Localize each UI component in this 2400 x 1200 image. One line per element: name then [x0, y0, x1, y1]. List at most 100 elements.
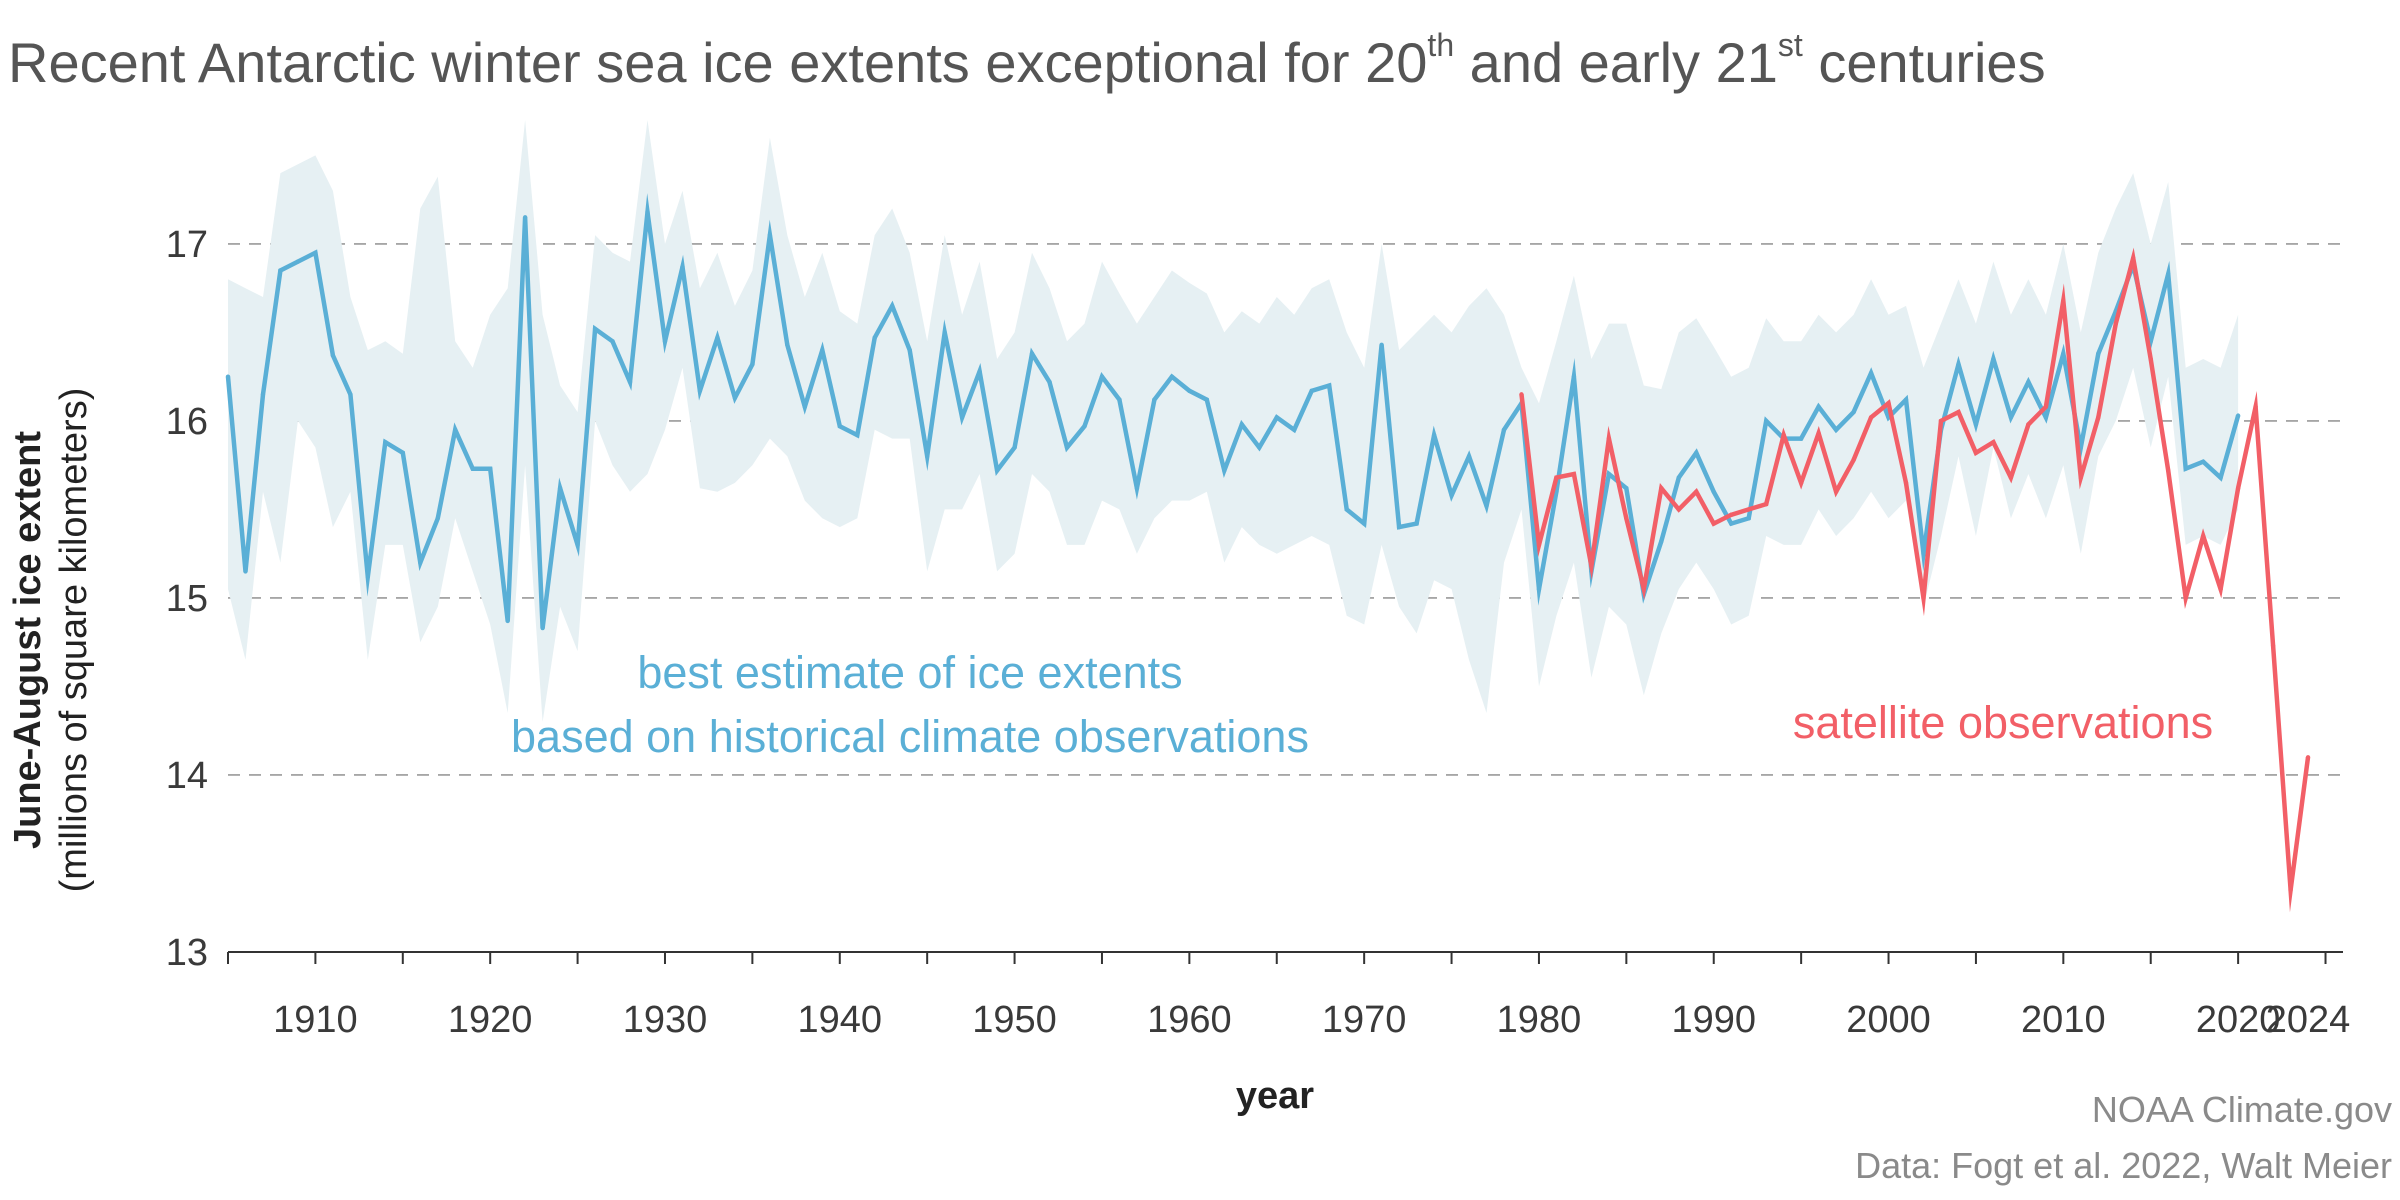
satellite-point	[1991, 439, 1996, 445]
y-tick-label-13: 13	[166, 932, 208, 974]
x-tick-label-1960: 1960	[1147, 999, 1232, 1041]
y-tick-label-14: 14	[166, 755, 208, 797]
satellite-point	[1798, 480, 1804, 486]
reconstruction-point	[278, 268, 283, 273]
reconstruction-point	[1903, 397, 1909, 402]
satellite-line	[1519, 247, 2311, 913]
satellite-point	[2288, 887, 2293, 893]
reconstruction-point	[1833, 427, 1839, 432]
satellite-point	[1641, 586, 1647, 592]
reconstruction-point	[2061, 351, 2066, 356]
reconstruction-point	[1379, 342, 1384, 348]
x-axis-title: year	[1236, 1075, 1314, 1117]
satellite-point	[1851, 457, 1856, 463]
reconstruction-point	[1676, 475, 1681, 480]
x-tick-label-1980: 1980	[1497, 999, 1582, 1041]
reconstruction-point	[1257, 445, 1262, 450]
y-tick-label-16: 16	[166, 401, 208, 443]
reconstruction-point	[453, 427, 458, 432]
reconstruction-point	[645, 209, 650, 215]
reconstruction-point	[400, 450, 405, 455]
y-axis: 13 14 15 16 17	[166, 224, 208, 974]
satellite-point	[2078, 475, 2084, 480]
satellite-point	[1816, 431, 1821, 436]
reconstruction-point	[1624, 486, 1629, 491]
reconstruction-point	[1659, 539, 1664, 544]
reconstruction-point	[855, 432, 860, 438]
reconstruction-point	[942, 330, 947, 335]
satellite-point	[1606, 436, 1612, 441]
reconstruction-point	[1484, 503, 1489, 509]
reconstruction-point	[1868, 370, 1874, 376]
reconstruction-point	[662, 339, 668, 344]
satellite-point	[1973, 450, 1979, 455]
reconstruction-point	[505, 618, 510, 624]
reconstruction-point	[260, 392, 266, 397]
chart-title: Recent Antarctic winter sea ice extents …	[8, 27, 2046, 94]
reconstruction-point	[732, 395, 738, 401]
satellite-point	[1694, 489, 1699, 494]
reconstruction-point	[1746, 516, 1751, 521]
satellite-point	[2026, 422, 2031, 427]
satellite-point	[1938, 418, 1944, 424]
reconstruction-point	[1344, 507, 1349, 512]
reconstruction-point	[977, 369, 982, 374]
reconstruction-point	[1729, 521, 1734, 526]
reconstruction-point	[697, 388, 703, 394]
reconstruction-point	[2183, 466, 2188, 471]
reconstruction-point	[1326, 383, 1332, 388]
satellite-point	[2166, 468, 2171, 473]
reconstruction-point	[2096, 351, 2101, 356]
satellite-point	[2200, 533, 2206, 539]
x-tick-label-1970: 1970	[1322, 999, 1407, 1041]
y-axis-subtitle: (millions of square kilometers)	[53, 388, 95, 893]
reconstruction-point	[365, 574, 371, 579]
title-part-3: centuries	[1803, 31, 2046, 94]
reconstruction-point	[1798, 436, 1804, 441]
reconstruction-point	[837, 424, 842, 429]
reconstruction-point	[1449, 493, 1454, 498]
x-tick-label-2000: 2000	[1846, 999, 1931, 1041]
reconstruction-point	[1694, 450, 1699, 455]
y-tick-label-15: 15	[166, 578, 208, 620]
reconstruction-point	[627, 379, 633, 385]
reconstruction-point	[348, 392, 353, 397]
satellite-point	[2235, 486, 2241, 491]
reconstruction-point	[1571, 374, 1577, 379]
satellite-point	[1868, 415, 1874, 420]
satellite-point	[2096, 415, 2101, 420]
satellite-annotation: satellite observations	[1793, 697, 2213, 748]
reconstruction-point	[1431, 432, 1437, 438]
reconstruction-point	[1239, 422, 1245, 427]
reconstruction-point	[1099, 374, 1105, 379]
reconstruction-line	[225, 193, 2241, 629]
satellite-point	[1571, 471, 1577, 477]
satellite-point	[1886, 401, 1891, 406]
reconstruction-annotation-line-1: best estimate of ice extents	[637, 647, 1182, 698]
reconstruction-point	[435, 516, 440, 521]
reconstruction-point	[1309, 388, 1314, 394]
satellite-point	[2253, 404, 2258, 409]
reconstruction-point	[924, 454, 930, 459]
satellite-point	[1536, 542, 1542, 548]
reconstruction-point	[767, 232, 773, 238]
satellite-point	[2183, 595, 2188, 601]
x-tick-label-1940: 1940	[798, 999, 883, 1041]
satellite-point	[1589, 563, 1594, 569]
uncertainty-band-layer	[228, 120, 2239, 722]
reconstruction-point	[959, 415, 965, 420]
reconstruction-point	[1134, 486, 1140, 491]
reconstruction-point	[1414, 521, 1419, 526]
reconstruction-point	[802, 404, 808, 409]
satellite-point	[1956, 409, 1961, 415]
reconstruction-point	[540, 625, 545, 631]
reconstruction-point	[1064, 445, 1070, 450]
reconstruction-point	[1152, 397, 1157, 402]
satellite-point	[2270, 643, 2276, 648]
satellite-point	[1746, 507, 1751, 512]
y-axis-title: June-August ice extent	[7, 431, 49, 849]
satellite-point	[1763, 501, 1769, 507]
reconstruction-point	[1012, 445, 1017, 450]
y-tick-label-17: 17	[166, 224, 208, 266]
